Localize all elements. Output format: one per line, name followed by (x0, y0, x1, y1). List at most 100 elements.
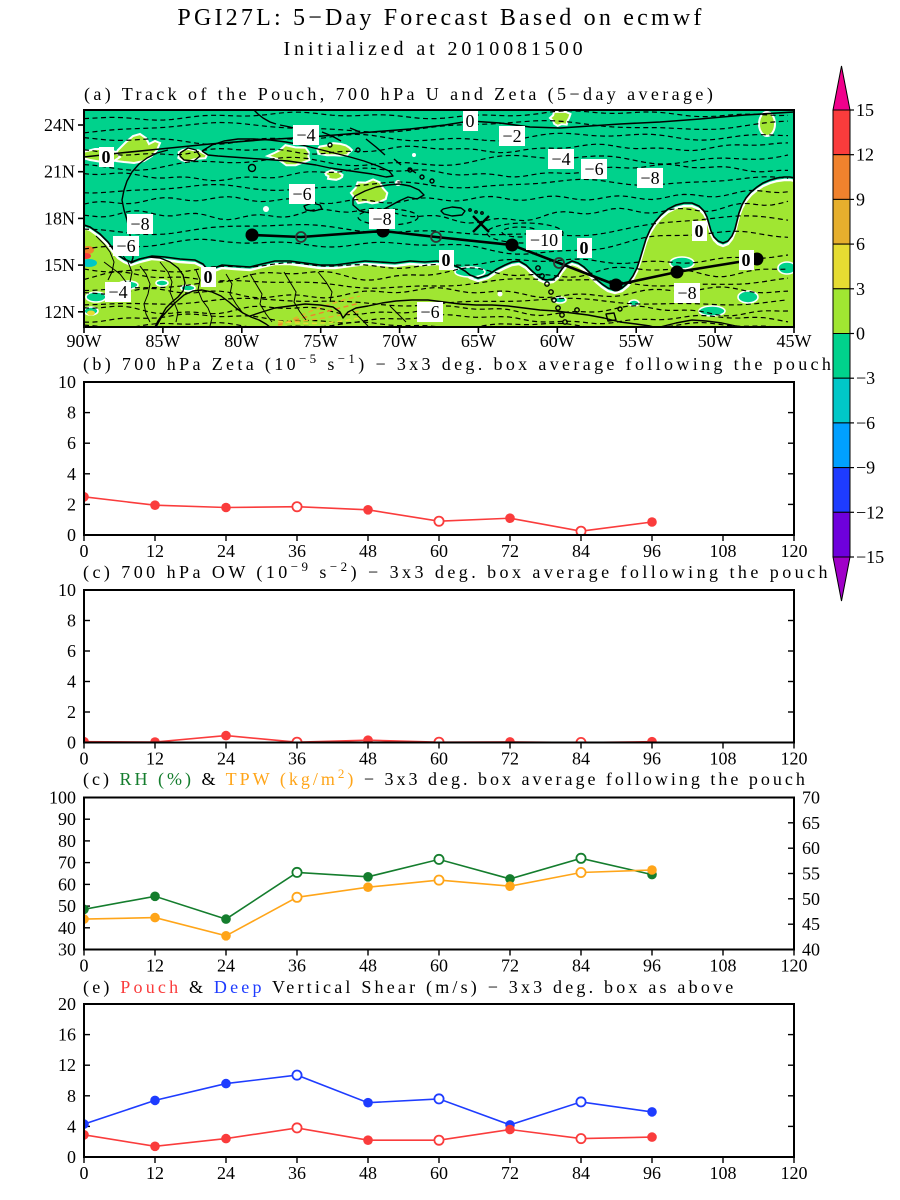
svg-text:4: 4 (67, 1116, 76, 1136)
svg-text:60: 60 (430, 1163, 448, 1183)
svg-text:0: 0 (80, 541, 89, 561)
svg-text:36: 36 (288, 541, 306, 561)
svg-text:45W: 45W (777, 331, 812, 351)
svg-text:PGI27L: 5−Day Forecast Based o: PGI27L: 5−Day Forecast Based on ecmwf (177, 5, 704, 31)
svg-text:(b) 700 hPa Zeta (10−5 s−1) −: (b) 700 hPa Zeta (10−5 s−1) − 3x3 deg. b… (83, 351, 834, 375)
svg-text:30: 30 (58, 940, 76, 960)
svg-text:60: 60 (430, 749, 448, 769)
svg-text:−8: −8 (130, 214, 149, 234)
svg-text:60: 60 (430, 541, 448, 561)
svg-text:−8: −8 (677, 283, 696, 303)
svg-text:−6: −6 (584, 159, 603, 179)
svg-text:2: 2 (67, 702, 76, 722)
svg-text:0: 0 (67, 1147, 76, 1167)
svg-text:0: 0 (580, 238, 589, 258)
svg-text:−6: −6 (420, 302, 439, 322)
svg-text:−4: −4 (108, 282, 127, 302)
svg-text:48: 48 (359, 541, 377, 561)
svg-text:85W: 85W (145, 331, 180, 351)
svg-text:4: 4 (67, 672, 76, 692)
svg-text:−6: −6 (116, 236, 135, 256)
svg-text:12: 12 (58, 1055, 76, 1075)
svg-text:16: 16 (58, 1025, 76, 1045)
svg-text:40: 40 (802, 940, 820, 960)
svg-text:108: 108 (710, 1163, 737, 1183)
svg-text:75W: 75W (303, 331, 338, 351)
svg-text:−6: −6 (856, 413, 875, 433)
svg-text:96: 96 (643, 956, 661, 976)
svg-text:12N: 12N (44, 302, 75, 322)
svg-text:6: 6 (856, 234, 865, 254)
svg-text:108: 108 (710, 956, 737, 976)
svg-text:36: 36 (288, 1163, 306, 1183)
svg-text:55: 55 (802, 864, 820, 884)
svg-text:8: 8 (67, 403, 76, 423)
svg-text:0: 0 (442, 250, 451, 270)
svg-text:24: 24 (217, 541, 235, 561)
svg-text:3: 3 (856, 279, 865, 299)
svg-text:0: 0 (466, 111, 475, 131)
svg-text:96: 96 (643, 749, 661, 769)
svg-text:50W: 50W (698, 331, 733, 351)
svg-text:84: 84 (572, 956, 590, 976)
svg-text:24: 24 (217, 1163, 235, 1183)
svg-text:80: 80 (58, 831, 76, 851)
svg-text:48: 48 (359, 749, 377, 769)
svg-text:8: 8 (67, 1086, 76, 1106)
svg-text:−2: −2 (502, 126, 521, 146)
svg-text:0: 0 (102, 147, 111, 167)
svg-text:21N: 21N (44, 162, 75, 182)
svg-text:45: 45 (802, 914, 820, 934)
svg-text:6: 6 (67, 641, 76, 661)
svg-text:0: 0 (80, 1163, 89, 1183)
svg-text:−12: −12 (856, 502, 884, 522)
svg-text:2: 2 (67, 494, 76, 514)
svg-text:96: 96 (643, 1163, 661, 1183)
svg-text:65W: 65W (461, 331, 496, 351)
svg-text:70: 70 (58, 853, 76, 873)
svg-text:72: 72 (501, 541, 519, 561)
svg-text:108: 108 (710, 749, 737, 769)
svg-text:24: 24 (217, 749, 235, 769)
svg-text:4: 4 (67, 464, 76, 484)
svg-text:60: 60 (430, 956, 448, 976)
svg-text:12: 12 (146, 749, 164, 769)
svg-text:−8: −8 (640, 168, 659, 188)
svg-text:120: 120 (781, 749, 808, 769)
svg-text:90W: 90W (67, 331, 102, 351)
svg-text:−4: −4 (296, 125, 315, 145)
svg-text:(c) 700 hPa OW (10−9 s−2) − 3x: (c) 700 hPa OW (10−9 s−2) − 3x3 deg. box… (83, 559, 831, 583)
svg-text:9: 9 (856, 189, 865, 209)
svg-text:6: 6 (67, 433, 76, 453)
svg-text:20: 20 (58, 994, 76, 1014)
svg-text:12: 12 (146, 956, 164, 976)
svg-text:50: 50 (58, 896, 76, 916)
svg-text:18N: 18N (44, 208, 75, 228)
svg-text:15N: 15N (44, 255, 75, 275)
svg-text:24: 24 (217, 956, 235, 976)
svg-text:0: 0 (742, 250, 751, 270)
svg-text:(e) Pouch & Deep Vertical Shea: (e) Pouch & Deep Vertical Shear (m/s) − … (83, 977, 736, 998)
svg-text:24N: 24N (44, 115, 75, 135)
svg-text:0: 0 (80, 749, 89, 769)
svg-text:40: 40 (58, 918, 76, 938)
svg-text:10: 10 (58, 580, 76, 600)
svg-text:84: 84 (572, 541, 590, 561)
svg-text:−6: −6 (292, 184, 311, 204)
svg-text:60: 60 (58, 874, 76, 894)
svg-text:48: 48 (359, 1163, 377, 1183)
svg-text:84: 84 (572, 1163, 590, 1183)
svg-text:−4: −4 (551, 149, 570, 169)
svg-text:10: 10 (58, 372, 76, 392)
svg-text:90: 90 (58, 809, 76, 829)
svg-text:12: 12 (856, 145, 874, 165)
svg-text:0: 0 (80, 956, 89, 976)
svg-text:(a) Track of the Pouch, 700 hP: (a) Track of the Pouch, 700 hPa U and Ze… (84, 84, 716, 105)
svg-text:(c) RH (%) & TPW (kg/m2) − 3x3: (c) RH (%) & TPW (kg/m2) − 3x3 deg. box … (83, 766, 808, 790)
svg-text:60W: 60W (540, 331, 575, 351)
svg-text:−10: −10 (530, 230, 558, 250)
svg-text:72: 72 (501, 749, 519, 769)
svg-text:36: 36 (288, 956, 306, 976)
svg-text:72: 72 (501, 956, 519, 976)
svg-text:12: 12 (146, 1163, 164, 1183)
